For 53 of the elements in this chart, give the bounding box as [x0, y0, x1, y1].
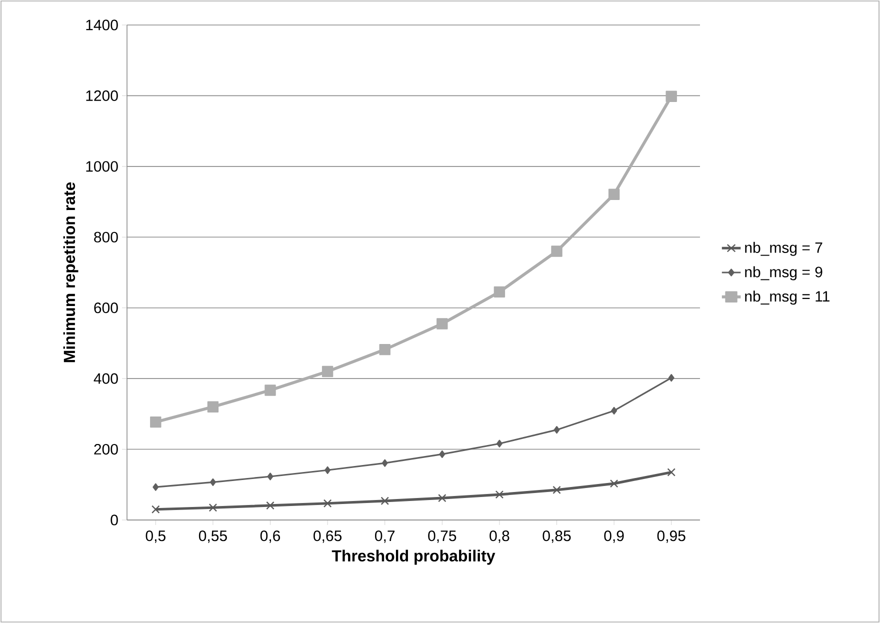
x-tick-label: 0,6	[260, 530, 280, 543]
point	[608, 188, 620, 200]
y-axis-title: Minimum repetition rate	[63, 182, 78, 362]
legend-label: nb_msg = 11	[745, 290, 830, 305]
y-tick-label: 600	[94, 302, 118, 314]
x-tick-label: 0,55	[198, 530, 227, 543]
y-tick-label: 1000	[86, 161, 118, 172]
legend-label: nb_msg = 9	[745, 266, 822, 280]
point	[210, 478, 216, 486]
point	[323, 499, 332, 508]
x-tick-label: 0,5	[146, 530, 166, 543]
point	[379, 344, 390, 356]
point	[380, 496, 389, 506]
x-tick-label: 0,8	[490, 530, 510, 543]
point	[552, 486, 561, 494]
legend-label: nb_msg = 7	[745, 242, 822, 256]
point	[666, 90, 677, 102]
point	[267, 472, 274, 480]
y-tick-label: 800	[94, 232, 118, 242]
x-tick-label: 0,75	[428, 530, 456, 543]
point	[264, 384, 276, 396]
y-tick-label: 400	[94, 373, 118, 384]
y-tick-label: 1400	[86, 20, 118, 30]
point	[266, 501, 274, 510]
x-tick-label: 0,65	[314, 530, 342, 543]
point	[438, 494, 446, 502]
point	[439, 450, 446, 458]
point	[611, 406, 618, 415]
point	[554, 426, 560, 434]
point	[610, 479, 618, 488]
point	[322, 366, 334, 378]
point	[207, 401, 219, 412]
x-tick-label: 0,95	[657, 530, 686, 543]
x-tick-label: 0,9	[604, 530, 624, 543]
point	[495, 490, 504, 499]
point	[324, 466, 331, 474]
x-axis-title: Threshold probability	[332, 550, 496, 565]
point	[208, 503, 218, 512]
point	[436, 318, 448, 330]
x-tick-label: 0,85	[542, 530, 571, 543]
point	[382, 459, 388, 467]
y-tick-label: 0	[110, 514, 118, 526]
point	[152, 505, 160, 514]
point	[668, 374, 674, 382]
point	[667, 468, 676, 476]
point	[551, 246, 562, 257]
point	[494, 286, 506, 298]
y-tick-label: 1200	[86, 90, 118, 102]
point	[150, 416, 162, 428]
point	[496, 440, 502, 448]
y-tick-label: 200	[94, 444, 118, 455]
x-tick-label: 0,7	[375, 530, 395, 543]
point	[152, 483, 159, 491]
